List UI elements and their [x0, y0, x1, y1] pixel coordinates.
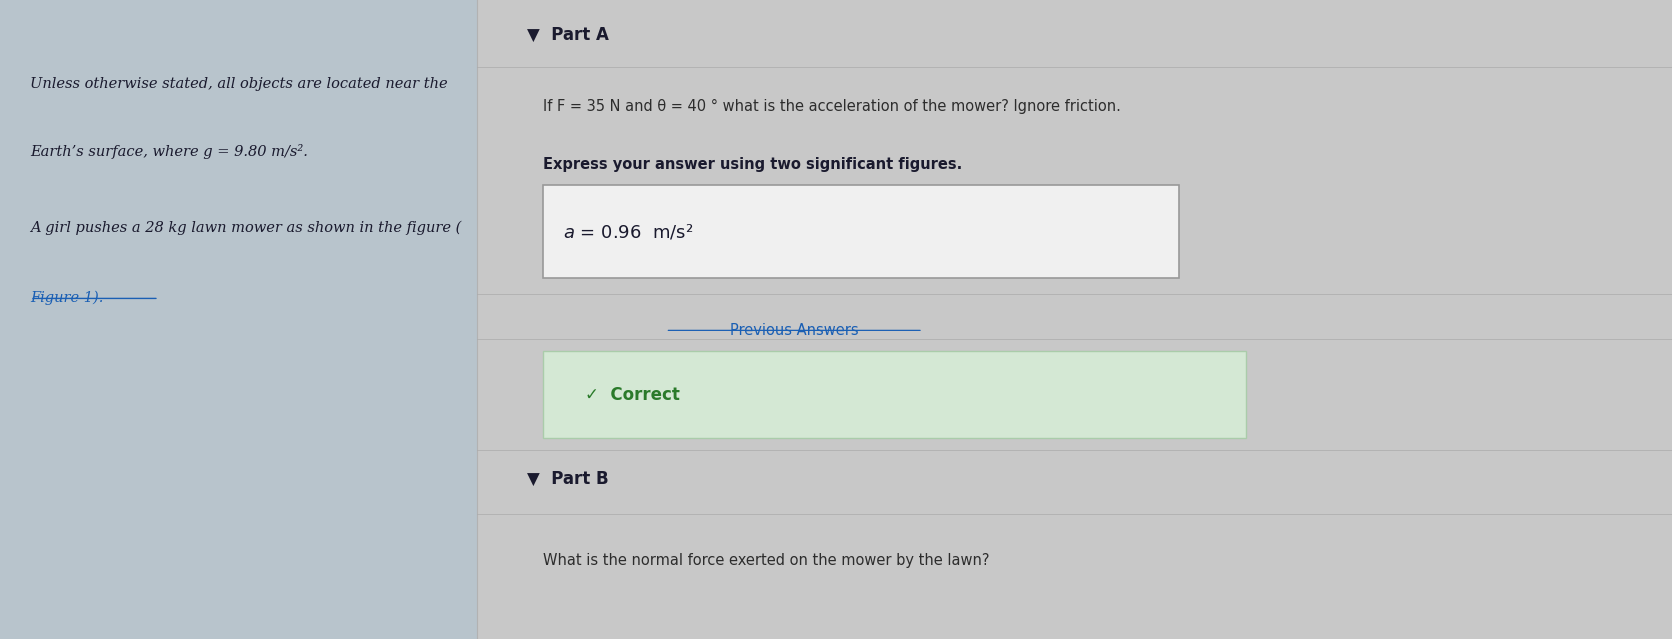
Text: ✓  Correct: ✓ Correct [585, 385, 681, 404]
Text: $a$ = 0.96  m/s²: $a$ = 0.96 m/s² [563, 222, 694, 241]
Text: If F = 35 N and θ = 40 ° what is the acceleration of the mower? Ignore friction.: If F = 35 N and θ = 40 ° what is the acc… [543, 99, 1122, 114]
Text: What is the normal force exerted on the mower by the lawn?: What is the normal force exerted on the … [543, 553, 990, 567]
Text: Unless otherwise stated, all objects are located near the: Unless otherwise stated, all objects are… [30, 77, 448, 91]
Text: Figure 1).: Figure 1). [30, 291, 104, 305]
Text: Express your answer using two significant figures.: Express your answer using two significan… [543, 157, 963, 171]
FancyBboxPatch shape [0, 0, 477, 639]
FancyBboxPatch shape [543, 185, 1179, 278]
Text: A girl pushes a 28 kg lawn mower as shown in the figure (: A girl pushes a 28 kg lawn mower as show… [30, 220, 461, 235]
Text: Earth’s surface, where g = 9.80 m/s².: Earth’s surface, where g = 9.80 m/s². [30, 144, 308, 158]
FancyBboxPatch shape [543, 351, 1246, 438]
Text: Previous Answers: Previous Answers [731, 323, 858, 337]
Text: ▼  Part A: ▼ Part A [527, 26, 609, 43]
Text: ▼  Part B: ▼ Part B [527, 470, 609, 488]
